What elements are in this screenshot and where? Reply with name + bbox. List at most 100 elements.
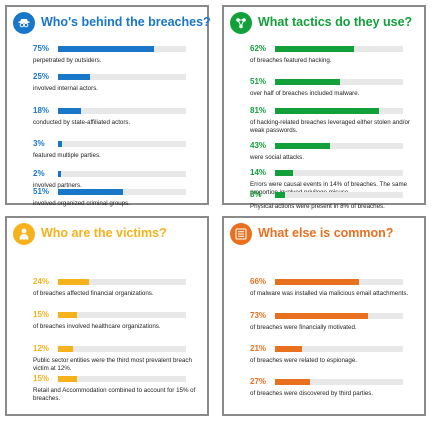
stat-bar-track [275, 108, 403, 114]
stat-bar-track [275, 46, 403, 52]
stat-description: were social attacks. [250, 154, 304, 161]
stat-bar-track [58, 312, 186, 318]
stat-bar-track [275, 79, 403, 85]
stat-bar-fill [275, 192, 286, 198]
stat-item: 24% of breaches affected financial organ… [33, 277, 203, 298]
stat-bar-track [58, 108, 186, 114]
stat-item: 27% of breaches were discovered by third… [250, 377, 420, 398]
stat-item: 66% of malware was installed via malicio… [250, 277, 420, 298]
stat-bar-track [58, 74, 186, 80]
stat-percent: 51% [33, 187, 50, 196]
stat-description: over half of breaches included malware. [250, 90, 360, 97]
stat-description: of breaches involved healthcare organiza… [33, 323, 161, 330]
stat-percent: 15% [33, 310, 50, 319]
stat-item: 81% of hacking-related breaches leverage… [250, 106, 420, 135]
stat-item: 51% over half of breaches included malwa… [250, 77, 420, 98]
panel-title: What else is common? [258, 226, 394, 240]
stat-item: 18% conducted by state-affiliated actors… [33, 106, 203, 127]
stat-bar-fill [58, 279, 89, 285]
stat-percent: 2% [33, 169, 45, 178]
stat-description: involved organized criminal groups. [33, 200, 130, 207]
stat-item: 51% involved organized criminal groups. [33, 187, 203, 208]
stat-description: of breaches were related to espionage. [250, 357, 357, 364]
stat-bar-track [58, 189, 186, 195]
stat-description: of hacking-related breaches leveraged ei… [250, 119, 410, 134]
stat-percent: 51% [250, 77, 267, 86]
stat-item: 3% featured multiple parties. [33, 139, 203, 160]
network-nodes-icon [230, 12, 252, 34]
stat-item: 2% involved partners. [33, 169, 203, 190]
stat-percent: 27% [250, 377, 267, 386]
stat-bar-fill [58, 74, 90, 80]
stat-item: 73% of breaches were financially motivat… [250, 311, 420, 332]
stat-bar-fill [58, 376, 78, 382]
stat-item: 43% were social attacks. [250, 141, 420, 162]
stat-description: of breaches affected financial organizat… [33, 290, 154, 297]
panel-title: What tactics do they use? [258, 15, 413, 29]
stat-item: 15% Retail and Accommodation combined to… [33, 374, 203, 403]
stat-percent: 62% [250, 44, 267, 53]
stat-percent: 21% [250, 344, 267, 353]
panel-tactics: What tactics do they use? 62% of breache… [222, 5, 426, 210]
stat-bar-track [275, 346, 403, 352]
stat-bar-track [58, 171, 186, 177]
stat-bar-fill [58, 346, 74, 352]
stat-percent: 43% [250, 141, 267, 150]
stat-item: 21% of breaches were related to espionag… [250, 344, 420, 365]
stat-bar-track [58, 279, 186, 285]
panel-header: What tactics do they use? [230, 12, 420, 36]
stat-bar-track [275, 143, 403, 149]
stat-bar-fill [275, 170, 293, 176]
stat-bar-fill [275, 346, 302, 352]
stat-item: 15% of breaches involved healthcare orga… [33, 310, 203, 331]
stat-bar-track [275, 313, 403, 319]
stat-bar-fill [58, 141, 62, 147]
list-document-icon [230, 223, 252, 245]
stat-description: of breaches were financially motivated. [250, 324, 357, 331]
stat-bar-fill [275, 46, 355, 52]
stat-bar-fill [275, 143, 331, 149]
stat-description: of breaches were discovered by third par… [250, 390, 374, 397]
stat-percent: 81% [250, 106, 267, 115]
stat-description: involved internal actors. [33, 85, 99, 92]
panel-header: Who's behind the breaches? [13, 12, 211, 36]
panel-title: Who are the victims? [41, 226, 167, 240]
stat-bar-fill [58, 312, 78, 318]
stat-bar-track [58, 141, 186, 147]
stat-description: of breaches featured hacking. [250, 57, 332, 64]
stat-percent: 15% [33, 374, 50, 383]
stat-item: 25% involved internal actors. [33, 72, 203, 93]
stat-bar-fill [58, 171, 61, 177]
panel-header: What else is common? [230, 223, 420, 247]
stat-percent: 75% [33, 44, 50, 53]
panel-title: Who's behind the breaches? [41, 15, 211, 29]
stat-percent: 12% [33, 344, 50, 353]
panel-what-else-common: What else is common? 66% of malware was … [222, 216, 426, 416]
stat-bar-track [275, 379, 403, 385]
stat-bar-track [275, 170, 403, 176]
stat-description: conducted by state-affiliated actors. [33, 119, 131, 126]
stat-description: Physical actions were present in 8% of b… [250, 203, 385, 210]
stat-percent: 73% [250, 311, 267, 320]
stat-bar-fill [275, 79, 341, 85]
stat-item: 8% Physical actions were present in 8% o… [250, 190, 420, 211]
anonymous-person-icon [13, 12, 35, 34]
stat-percent: 14% [250, 168, 267, 177]
stat-bar-track [58, 346, 186, 352]
stat-item: 62% of breaches featured hacking. [250, 44, 420, 65]
victim-person-icon [13, 223, 35, 245]
stat-bar-fill [275, 379, 310, 385]
stat-description: Public sector entities were the third mo… [33, 357, 192, 372]
stat-description: perpetrated by outsiders. [33, 57, 102, 64]
stat-bar-fill [275, 313, 369, 319]
stat-item: 12% Public sector entities were the thir… [33, 344, 203, 373]
stat-percent: 24% [33, 277, 50, 286]
stat-bar-fill [275, 279, 360, 285]
stat-bar-track [275, 279, 403, 285]
panel-who-behind-breaches: Who's behind the breaches? 75% perpetrat… [5, 5, 211, 208]
stat-percent: 18% [33, 106, 50, 115]
stat-item: 75% perpetrated by outsiders. [33, 44, 203, 65]
stat-bar-fill [58, 46, 154, 52]
stat-bar-fill [58, 189, 124, 195]
stat-description: Retail and Accommodation combined to acc… [33, 387, 196, 402]
